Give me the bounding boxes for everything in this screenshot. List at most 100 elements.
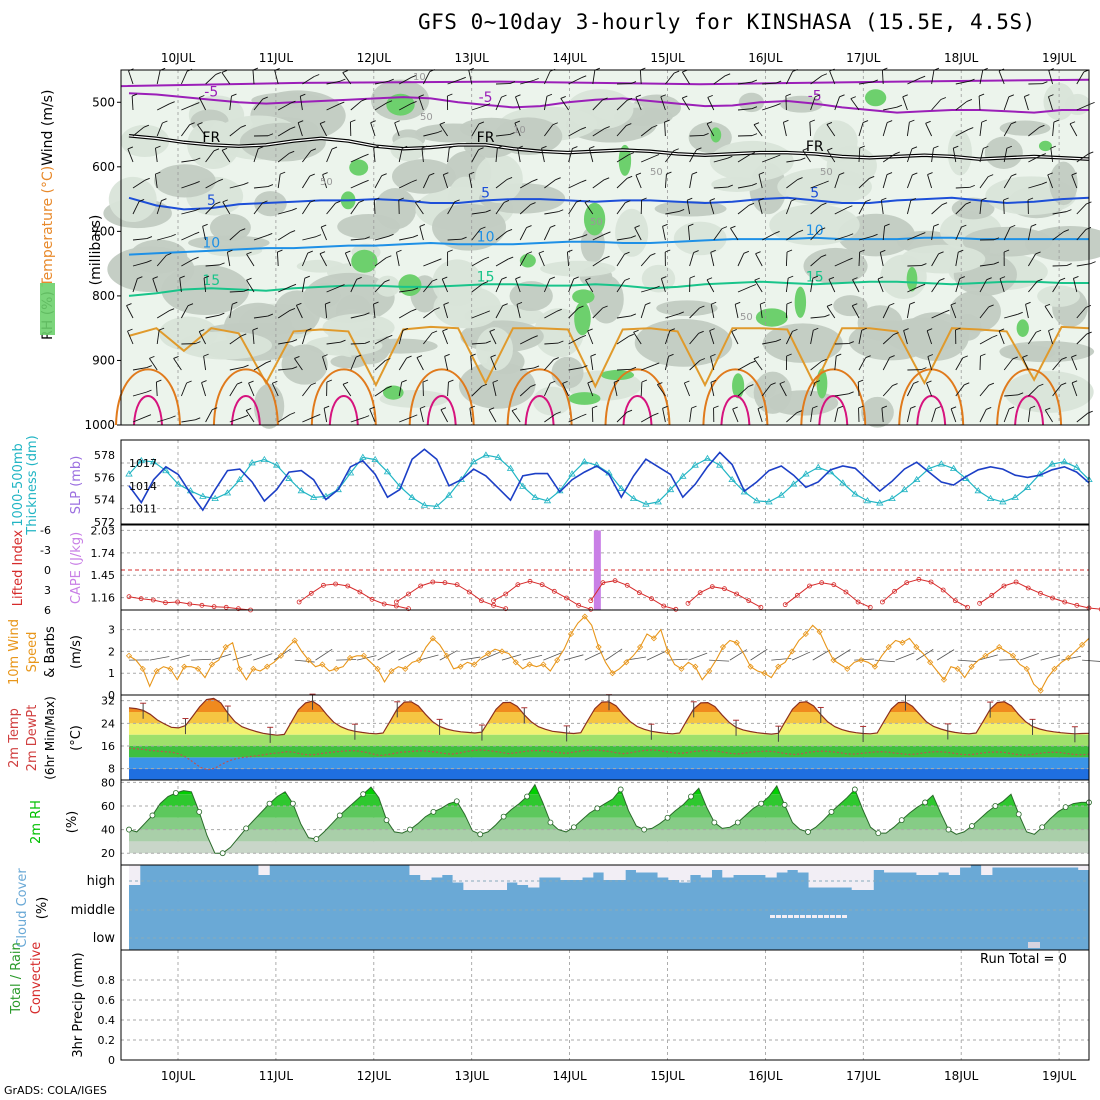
wind-barb-tick bbox=[590, 353, 596, 357]
wind-barb bbox=[664, 330, 671, 345]
y-tick-temp-8: 8 bbox=[108, 763, 115, 776]
wind-barb-tick bbox=[603, 177, 610, 181]
wind-speed-point bbox=[1009, 652, 1017, 659]
y-label-millibars: (millibars) bbox=[88, 215, 104, 286]
rh-blob bbox=[769, 204, 860, 246]
wind-barb-tick bbox=[355, 354, 362, 358]
wind-barb-tick bbox=[585, 277, 591, 281]
wind-barb-tick bbox=[1017, 311, 1023, 315]
wind-barb-tick bbox=[709, 198, 716, 201]
y-tick-cape-1.16: 1.16 bbox=[91, 592, 116, 605]
wind-barb-tick bbox=[155, 145, 161, 149]
wind-barb-tick bbox=[394, 120, 400, 124]
wind-barb bbox=[320, 226, 328, 241]
wind-barb bbox=[132, 261, 147, 267]
wind-barb-tick bbox=[687, 197, 693, 201]
wind-barb-tick bbox=[630, 366, 637, 370]
wind-barb bbox=[181, 159, 196, 163]
cloud-middle-gap bbox=[842, 915, 847, 918]
rh-blob bbox=[777, 168, 872, 206]
wind-barb-tick bbox=[447, 93, 453, 97]
wind-speed-point bbox=[429, 635, 436, 642]
wind-barb-tick bbox=[757, 406, 764, 410]
rh-green-blob bbox=[794, 286, 807, 318]
wind-barb bbox=[810, 75, 823, 85]
lifted-index-point bbox=[466, 589, 472, 595]
wind-barb-tick bbox=[289, 307, 296, 311]
wind-barb-10m bbox=[812, 649, 831, 661]
wind-barb-tick bbox=[267, 313, 274, 317]
thickness-point bbox=[285, 474, 293, 481]
wind-barb-tick bbox=[602, 305, 608, 309]
lifted-index-point bbox=[308, 590, 314, 596]
wind-barb-tick bbox=[998, 328, 1005, 332]
y-label-thickness-2: Thickness (dm) bbox=[25, 435, 40, 535]
wind-barb bbox=[422, 71, 431, 85]
wind-barb bbox=[443, 304, 449, 319]
wind-barb bbox=[710, 356, 715, 371]
wind-barb-tick bbox=[814, 94, 821, 98]
wind-barb-tick bbox=[902, 94, 908, 98]
wind-barb bbox=[181, 419, 196, 423]
rh-blob bbox=[458, 362, 536, 409]
isotherm-label-10: 10 bbox=[477, 229, 495, 245]
wind-barb-tick bbox=[709, 328, 715, 332]
wind-barb-tick bbox=[514, 120, 521, 124]
wind-barb bbox=[1003, 148, 1008, 163]
wind-barb bbox=[278, 209, 292, 215]
wind-barb-tick bbox=[903, 328, 909, 331]
wind-barb bbox=[587, 382, 594, 397]
wind-barb bbox=[276, 251, 279, 267]
wind-barb bbox=[1076, 333, 1087, 345]
wind-barb bbox=[906, 200, 912, 215]
wind-barb-tick bbox=[485, 209, 491, 213]
wind-barb-tick bbox=[1031, 223, 1037, 227]
wind-barb-tick bbox=[361, 98, 367, 102]
rh-blob bbox=[580, 226, 605, 263]
wind-barb bbox=[662, 408, 666, 423]
rh-green-blob bbox=[398, 274, 422, 296]
wind-speed-point bbox=[388, 667, 395, 675]
wind-barb-tick bbox=[290, 126, 296, 130]
wind-barb-tick bbox=[444, 353, 450, 357]
wind-barb-10m bbox=[874, 659, 895, 663]
wind-barb bbox=[277, 152, 290, 163]
rh-blob bbox=[253, 383, 285, 429]
wind-barb-tick bbox=[294, 356, 300, 359]
isotherm-10 bbox=[128, 236, 1089, 256]
thickness-point bbox=[949, 464, 958, 471]
wind-barb bbox=[519, 227, 527, 241]
wind-barb bbox=[979, 306, 989, 319]
wind-barb-tick bbox=[826, 303, 833, 307]
wind-barb-tick bbox=[727, 155, 733, 159]
wind-barb bbox=[931, 204, 943, 215]
wind-speed-point bbox=[554, 657, 561, 664]
wind-barb bbox=[858, 330, 863, 345]
wind-barb bbox=[616, 202, 626, 215]
wind-barb-tick bbox=[896, 104, 903, 108]
lifted-index-point bbox=[126, 594, 132, 600]
wind-barb-tick bbox=[1008, 406, 1015, 410]
wind-barb bbox=[931, 226, 935, 241]
wind-barb-tick bbox=[138, 198, 145, 202]
wind-barb bbox=[640, 255, 651, 267]
wind-barb-tick bbox=[322, 354, 328, 358]
wind-barb bbox=[955, 129, 969, 137]
wind-barb bbox=[1003, 96, 1010, 111]
rh-point bbox=[594, 805, 601, 812]
wind-barb-tick bbox=[398, 197, 404, 201]
isotherm-30-hump bbox=[328, 395, 359, 426]
wind-speed-point bbox=[471, 661, 478, 668]
wind-barb bbox=[713, 228, 723, 241]
wind-barb-10m bbox=[149, 656, 170, 661]
cloud-low-gap bbox=[1034, 942, 1040, 948]
rh-point bbox=[383, 817, 390, 824]
wind-barb bbox=[441, 278, 449, 293]
wind-barb bbox=[374, 175, 383, 189]
isotherm-label-FR: FR bbox=[477, 130, 495, 146]
wind-barb-tick bbox=[556, 308, 562, 312]
wind-barb-tick bbox=[412, 287, 419, 291]
wind-barb-tick bbox=[189, 122, 195, 126]
y-tick-cloud-high: high bbox=[87, 874, 115, 889]
wind-barb-tick bbox=[1044, 303, 1051, 307]
